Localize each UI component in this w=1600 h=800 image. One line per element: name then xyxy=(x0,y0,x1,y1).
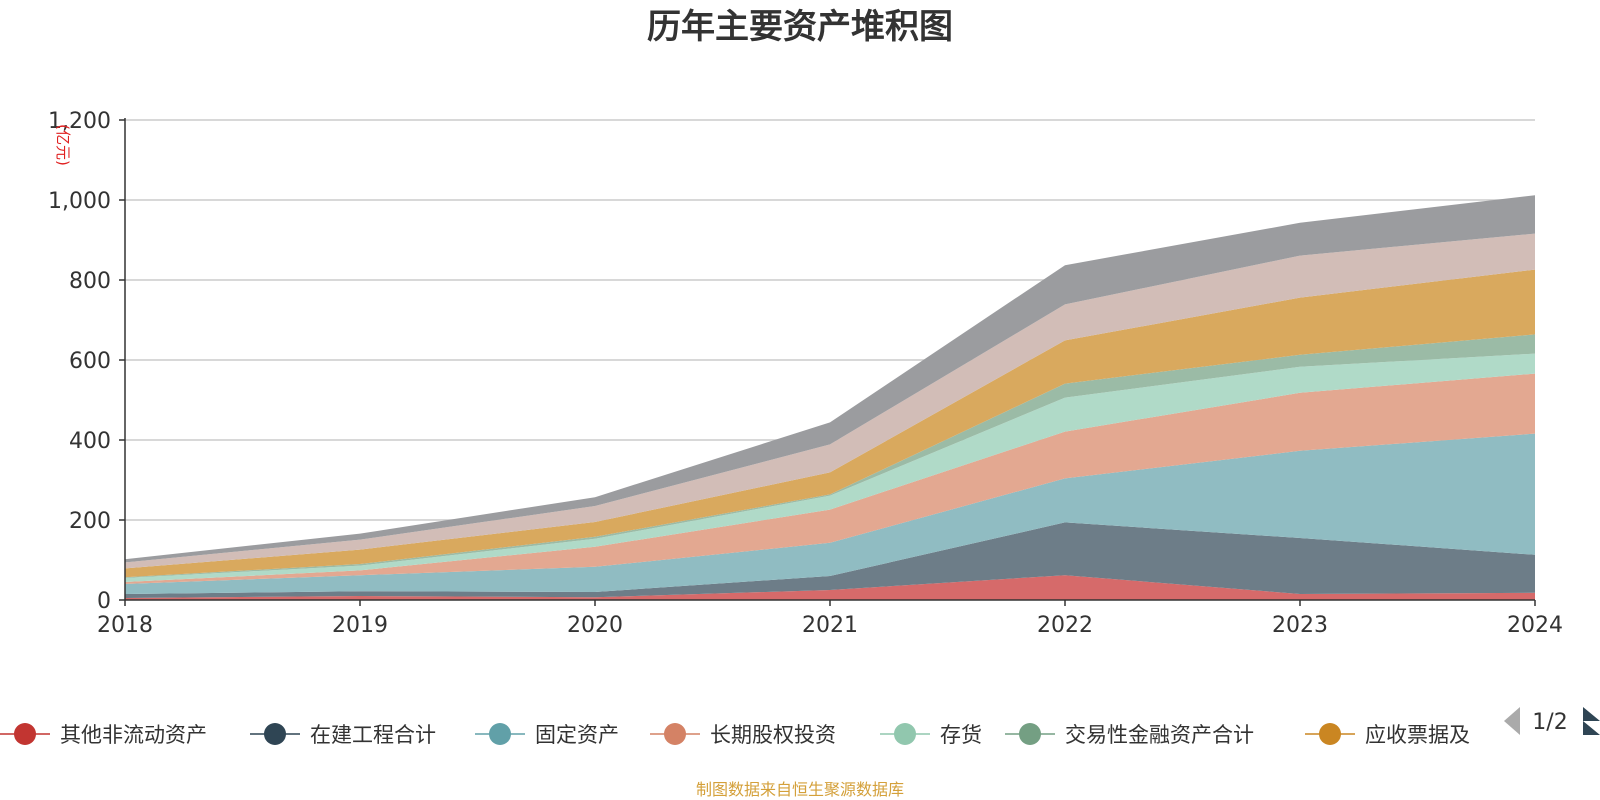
area-series[interactable] xyxy=(125,353,1535,582)
y-axis-unit-label: (亿元) xyxy=(54,124,72,166)
legend-prev-page-icon[interactable] xyxy=(1504,707,1520,735)
legend-circle-icon xyxy=(489,723,511,745)
legend-item[interactable]: 固定资产 xyxy=(475,723,619,747)
x-tick-label: 2023 xyxy=(1272,613,1328,638)
legend-item[interactable]: 交易性金融资产合计 xyxy=(1005,723,1254,747)
legend-label: 固定资产 xyxy=(535,723,619,747)
area-series[interactable] xyxy=(125,269,1535,578)
legend-label: 应收票据及 xyxy=(1365,723,1470,747)
legend-item[interactable]: 其他非流动资产 xyxy=(0,723,207,747)
y-tick-label: 1,000 xyxy=(48,189,111,214)
area-series[interactable] xyxy=(125,373,1535,584)
legend-page-indicator: 1/2 xyxy=(1532,710,1567,735)
data-source-note: 制图数据来自恒生聚源数据库 xyxy=(696,780,904,799)
legend-circle-icon xyxy=(14,723,36,745)
x-tick-label: 2021 xyxy=(802,613,858,638)
y-tick-label: 200 xyxy=(69,509,111,534)
legend-item[interactable]: 在建工程合计 xyxy=(250,723,436,747)
area-series[interactable] xyxy=(125,522,1535,598)
legend-next-page-icon[interactable] xyxy=(1583,707,1600,735)
y-tick-label: 800 xyxy=(69,269,111,294)
legend-label: 其他非流动资产 xyxy=(60,723,207,747)
x-tick-label: 2024 xyxy=(1507,613,1563,638)
legend-label: 交易性金融资产合计 xyxy=(1065,723,1254,747)
legend-circle-icon xyxy=(1319,723,1341,745)
y-tick-label: 600 xyxy=(69,349,111,374)
area-series-group xyxy=(125,195,1535,600)
x-tick-label: 2018 xyxy=(97,613,153,638)
legend-item[interactable]: 长期股权投资 xyxy=(650,723,836,747)
axes: 0 200 400 600 800 1,000 1,200 2018 2019 2020 2021 2… xyxy=(48,109,1563,638)
legend-circle-icon xyxy=(894,723,916,745)
x-tick-label: 2019 xyxy=(332,613,388,638)
legend-circle-icon xyxy=(1019,723,1041,745)
area-series[interactable] xyxy=(125,433,1535,594)
area-series[interactable] xyxy=(125,334,1535,578)
legend-label: 长期股权投资 xyxy=(710,723,836,747)
legend-circle-icon xyxy=(264,723,286,745)
area-series[interactable] xyxy=(125,575,1535,600)
legend-label: 存货 xyxy=(940,723,982,747)
legend-circle-icon xyxy=(664,723,686,745)
legend-item[interactable]: 应收票据及 xyxy=(1305,723,1470,747)
area-series[interactable] xyxy=(125,195,1535,563)
y-tick-label: 400 xyxy=(69,429,111,454)
x-tick-label: 2022 xyxy=(1037,613,1093,638)
legend[interactable]: 其他非流动资产 在建工程合计 固定资产 长期股权投资 存货 交易性金融资产合计 应收票据及 xyxy=(0,723,1470,747)
x-tick-label: 2020 xyxy=(567,613,623,638)
legend-label: 在建工程合计 xyxy=(310,723,436,747)
area-series[interactable] xyxy=(125,233,1535,569)
y-tick-label: 1,200 xyxy=(48,109,111,134)
legend-pager: 1/2 xyxy=(1504,707,1600,735)
chart-title: 历年主要资产堆积图 xyxy=(647,7,953,47)
y-tick-label: 0 xyxy=(97,589,111,614)
legend-item[interactable]: 存货 xyxy=(880,723,982,747)
